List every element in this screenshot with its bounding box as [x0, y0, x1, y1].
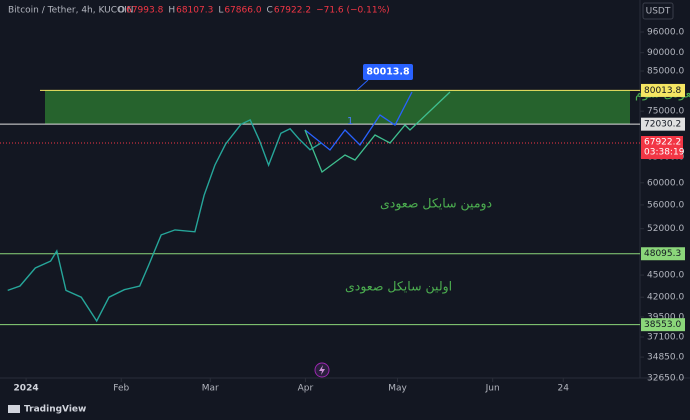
currency[interactable]: USDT	[646, 7, 671, 17]
y-tick-label: 45000.0	[647, 271, 684, 281]
x-tick-label: Apr	[298, 384, 314, 394]
wave-label: 1	[347, 116, 353, 127]
y-tick-label: 56000.0	[647, 200, 684, 210]
x-tick-label: Feb	[113, 384, 129, 394]
x-tick-label: May	[388, 384, 407, 394]
ohlc-value: 67922.2	[274, 6, 311, 16]
x-tick-label: 2024	[14, 384, 39, 394]
level-tag-text: 72030.2	[644, 120, 681, 130]
y-tick-label: 37100.0	[647, 333, 684, 343]
currency-button[interactable]	[642, 2, 674, 20]
ohlc-key: H	[168, 6, 175, 16]
y-tick-label: 90000.0	[647, 48, 684, 58]
y-tick-label: 75000.0	[647, 107, 684, 117]
projection-blue	[304, 91, 413, 151]
y-tick-label: 42000.0	[647, 293, 684, 303]
callout-text: 80013.8	[366, 67, 410, 78]
level-tag-text: 48095.3	[644, 249, 681, 259]
footer	[0, 398, 690, 420]
ohlc-key: L	[218, 6, 223, 16]
y-tick-label: 60000.0	[647, 178, 684, 188]
ohlc-key: C	[267, 6, 273, 16]
x-tick-label: Jun	[485, 384, 500, 394]
y-tick-label: 52000.0	[647, 224, 684, 234]
ohlc-value: 67866.0	[224, 6, 261, 16]
ohlc-value: 67993.8	[126, 6, 163, 16]
y-tick-label: 34850.0	[647, 353, 684, 363]
x-tick-label: 24	[558, 384, 570, 394]
ohlc-key: O	[118, 6, 125, 16]
callout-pointer	[356, 79, 369, 91]
callout-box	[363, 64, 413, 80]
y-tick-label: 32650.0	[647, 374, 684, 384]
last-price-tag	[641, 135, 683, 159]
y-tick-label: 39500.0	[647, 312, 684, 322]
brand: TradingView	[24, 405, 86, 415]
y-tick-label: 96000.0	[647, 28, 684, 38]
symbol: Bitcoin / Tether, 4h, KUCOIN	[8, 6, 133, 16]
projection-green	[304, 91, 451, 174]
target-zone	[45, 90, 630, 125]
first-cycle-text: اولین سایکل صعودی	[345, 279, 452, 295]
level-tag-text: 38553.0	[644, 320, 681, 330]
level-tag	[641, 247, 685, 261]
level-tag	[641, 83, 685, 97]
brand-logo	[8, 405, 20, 413]
countdown-text: 03:38:19	[644, 147, 685, 157]
second-cycle-text: دومین سایکل صعودی	[380, 196, 492, 212]
last-price-text: 67922.2	[644, 137, 681, 147]
x-tick-label: Mar	[202, 384, 219, 394]
price-line	[7, 118, 322, 323]
y-tick-label: 85000.0	[647, 67, 684, 77]
level-tag-text: 80013.8	[644, 86, 681, 96]
event-bolt	[319, 365, 325, 375]
level-tag	[641, 318, 685, 332]
ohlc-change: −71.6 (−0.11%)	[316, 6, 390, 16]
level-tag	[641, 117, 685, 131]
ohlc-value: 68107.3	[176, 6, 213, 16]
